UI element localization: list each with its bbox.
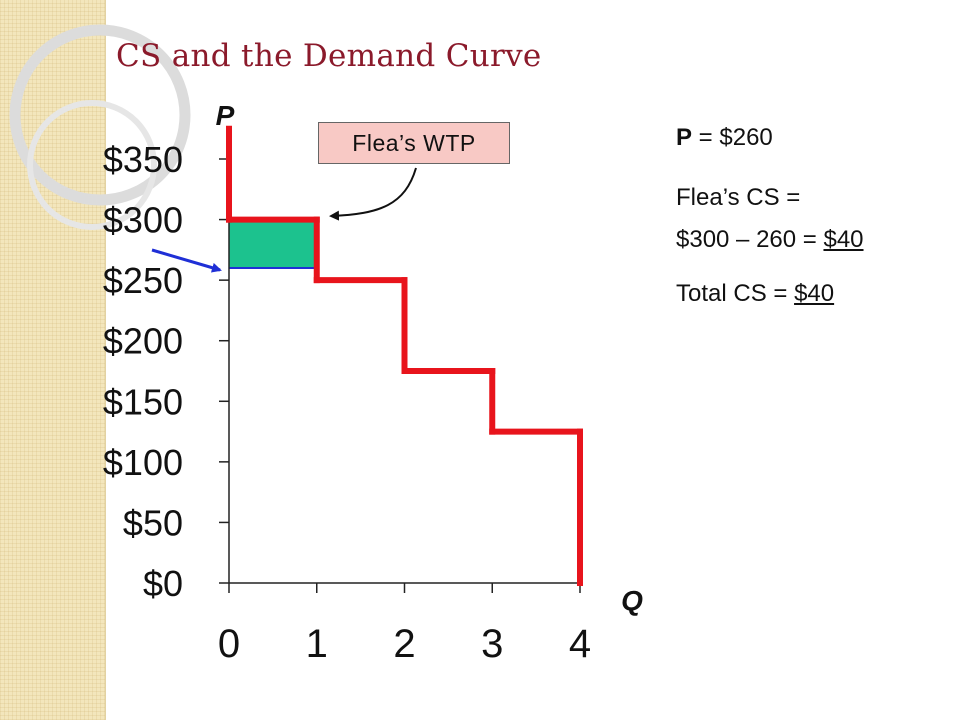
x-tick-label: 0 bbox=[218, 622, 240, 666]
flea-cs-label: Flea’s CS = bbox=[676, 184, 801, 211]
flea-cs-formula: $300 – 260 = bbox=[676, 226, 824, 253]
price-pointer-arrow bbox=[151, 248, 222, 273]
total-cs-statement: Total CS = $40 bbox=[676, 280, 834, 308]
callout-arrow bbox=[329, 167, 417, 221]
x-tick-label: 2 bbox=[393, 622, 415, 666]
y-tick-label: $150 bbox=[103, 381, 183, 422]
decorative-ring-large bbox=[9, 24, 191, 206]
x-tick-label: 3 bbox=[481, 622, 503, 666]
flea-cs-calculation: $300 – 260 = $40 bbox=[676, 226, 864, 254]
y-tick-label: $250 bbox=[103, 260, 183, 301]
x-tick-label: 4 bbox=[569, 622, 591, 666]
total-cs-value: $40 bbox=[794, 280, 835, 307]
flea-wtp-callout: Flea’s WTP bbox=[318, 122, 510, 164]
total-cs-label: Total CS = bbox=[676, 280, 795, 307]
x-axis-title: Q bbox=[621, 585, 643, 616]
price-variable: P bbox=[676, 124, 693, 151]
slide-title: CS and the Demand Curve bbox=[116, 38, 542, 74]
price-statement: P = $260 bbox=[676, 124, 773, 152]
price-value: = $260 bbox=[692, 124, 773, 151]
decorative-circles bbox=[9, 24, 191, 230]
y-tick-label: $100 bbox=[103, 442, 183, 483]
decorative-ring-small bbox=[27, 100, 157, 230]
y-tick-label: $50 bbox=[123, 502, 183, 543]
y-axis-title: P bbox=[216, 100, 235, 131]
y-tick-label: $350 bbox=[103, 139, 183, 180]
x-tick-label: 1 bbox=[306, 622, 328, 666]
y-tick-label: $0 bbox=[143, 563, 183, 604]
y-tick-label: $200 bbox=[103, 321, 183, 362]
consumer-surplus-area bbox=[229, 219, 317, 269]
y-tick-label: $300 bbox=[103, 200, 183, 241]
flea-cs-result: $40 bbox=[823, 226, 864, 253]
